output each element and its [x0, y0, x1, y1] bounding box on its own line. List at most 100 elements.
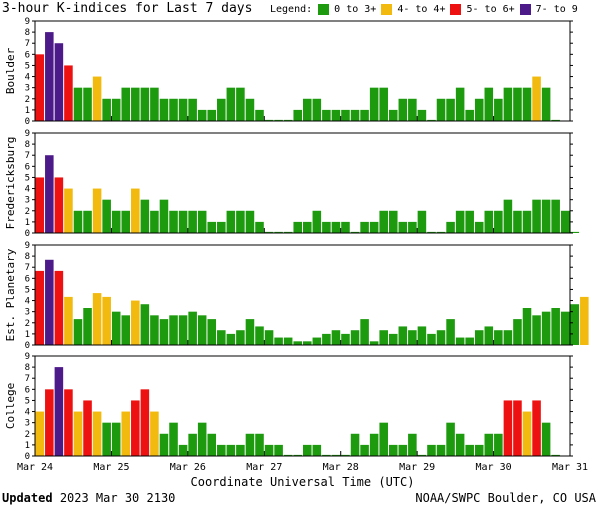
- k-bar: [360, 109, 369, 121]
- k-bar: [541, 199, 551, 233]
- k-bar: [455, 87, 465, 121]
- y-tick-label: 5: [25, 61, 30, 71]
- k-bar: [111, 98, 121, 121]
- k-bar: [350, 109, 360, 121]
- k-bar: [522, 411, 532, 456]
- k-bar: [283, 119, 293, 121]
- k-bar: [408, 98, 417, 121]
- y-tick-label: 2: [25, 95, 30, 105]
- y-tick-label: 3: [25, 196, 30, 206]
- k-bar: [303, 444, 312, 456]
- k-bar: [388, 444, 398, 456]
- k-bar: [188, 433, 197, 456]
- legend-text-storm: 5- to 6+: [466, 4, 515, 15]
- k-bar: [121, 210, 131, 233]
- k-bar: [331, 109, 341, 121]
- k-bar: [303, 98, 312, 121]
- k-bar: [73, 87, 83, 121]
- k-bar: [551, 119, 560, 121]
- k-bar: [236, 444, 245, 456]
- k-bar: [341, 454, 350, 456]
- y-tick-label: 4: [25, 297, 30, 307]
- k-bar: [64, 296, 73, 345]
- k-bar: [398, 444, 408, 456]
- panel-frame: [34, 20, 571, 122]
- k-bar: [178, 98, 188, 121]
- k-bar: [283, 337, 293, 345]
- k-bar: [541, 311, 551, 345]
- k-bar: [35, 54, 45, 121]
- k-bar: [131, 400, 140, 456]
- k-bar: [494, 210, 503, 233]
- k-bar: [35, 177, 45, 233]
- k-bar: [140, 199, 150, 233]
- y-tick-label: 3: [25, 308, 30, 318]
- k-bar: [255, 433, 264, 456]
- y-tick-label: 2: [25, 430, 30, 440]
- k-bar: [131, 188, 140, 233]
- k-bar: [169, 422, 178, 456]
- legend-item-quiet: 0 to 3+: [318, 4, 376, 15]
- y-tick-label: 3: [25, 419, 30, 429]
- k-bar: [245, 210, 255, 233]
- k-bar: [169, 210, 178, 233]
- k-bar: [465, 444, 474, 456]
- k-bar: [131, 300, 140, 345]
- y-tick-label: 6: [25, 274, 30, 284]
- k-bar: [102, 98, 111, 121]
- k-bar: [474, 330, 484, 345]
- k-bar: [388, 210, 398, 233]
- x-tick-label: Mar 25: [93, 462, 129, 473]
- legend-swatch-yellow: [381, 4, 393, 15]
- k-bar: [369, 221, 379, 233]
- k-bar: [379, 87, 388, 121]
- y-tick-label: 0: [25, 452, 30, 462]
- k-bar: [560, 311, 570, 345]
- k-bar: [398, 221, 408, 233]
- x-tick-label: Mar 26: [170, 462, 206, 473]
- panel-frame: [34, 355, 571, 457]
- k-bar: [408, 221, 417, 233]
- x-tick-label: Mar 28: [323, 462, 359, 473]
- k-bar: [341, 109, 350, 121]
- y-tick-label: 9: [25, 241, 30, 251]
- updated-stamp: Updated 2023 Mar 30 2130: [2, 491, 175, 505]
- k-bar: [92, 293, 102, 345]
- k-bar: [293, 341, 302, 345]
- y-tick-label: 4: [25, 185, 30, 195]
- k-bar: [293, 109, 302, 121]
- k-bar: [446, 319, 455, 345]
- k-bar: [331, 221, 341, 233]
- k-bar: [322, 454, 331, 456]
- k-bar: [522, 87, 532, 121]
- k-bar: [197, 315, 207, 345]
- k-bar: [408, 433, 417, 456]
- k-bar: [54, 43, 64, 121]
- y-tick-label: 9: [25, 17, 30, 27]
- k-bar: [446, 98, 455, 121]
- y-tick-label: 0: [25, 229, 30, 239]
- k-bar: [159, 98, 169, 121]
- legend-item-severe: 7- to 9: [519, 4, 578, 15]
- k-bar: [54, 177, 64, 233]
- k-bar: [312, 444, 322, 456]
- k-bar: [255, 326, 264, 345]
- y-tick-label: 6: [25, 50, 30, 60]
- k-bar: [388, 333, 398, 345]
- y-tick-label: 6: [25, 162, 30, 172]
- k-bar: [446, 221, 455, 233]
- k-bar: [360, 221, 369, 233]
- k-bar: [264, 330, 274, 345]
- legend-swatch-purple: [519, 4, 531, 15]
- k-bar: [140, 304, 150, 345]
- k-bar: [188, 210, 197, 233]
- k-bar: [369, 87, 379, 121]
- k-bar: [207, 109, 217, 121]
- k-bar: [436, 444, 446, 456]
- k-bar: [245, 98, 255, 121]
- k-bar: [274, 444, 283, 456]
